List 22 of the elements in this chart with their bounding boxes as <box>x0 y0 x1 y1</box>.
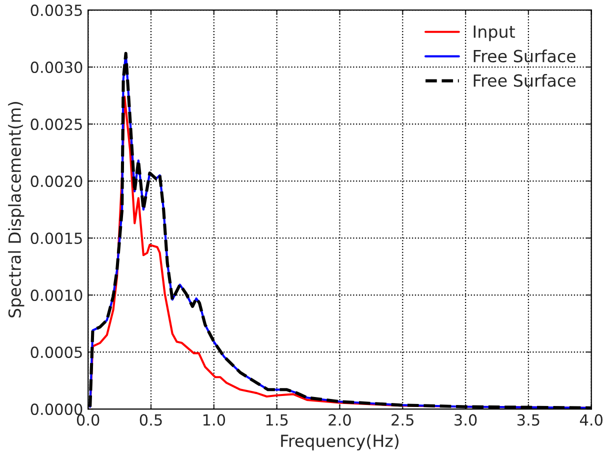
x-tick-label: 1.5 <box>266 414 288 426</box>
y-tick-label: 0.0015 <box>30 232 82 244</box>
x-axis-title: Frequency(Hz) <box>281 434 398 450</box>
x-tick-label: 2.5 <box>392 414 414 426</box>
x-tick-label: 0.5 <box>140 414 162 426</box>
x-tick-label: 0.0 <box>76 414 100 426</box>
legend-label: Free Surface <box>474 74 576 87</box>
x-tick-label: 3.5 <box>517 414 540 426</box>
x-tick-label: 3.0 <box>454 414 477 426</box>
y-tick-label: 0.0005 <box>30 346 82 358</box>
y-tick-label: 0.0010 <box>30 289 82 302</box>
x-tick-label: 1.0 <box>203 414 226 426</box>
y-tick-label: 0.0030 <box>30 61 82 74</box>
y-tick-label: 0.0025 <box>30 118 82 130</box>
legend-label: Free Surface <box>474 49 576 62</box>
y-tick-label: 0.0020 <box>30 175 82 188</box>
y-tick-label: 0.0035 <box>30 4 82 16</box>
x-tick-label: 4.0 <box>580 414 602 426</box>
y-tick-label: 0.0000 <box>30 403 82 416</box>
legend-label: Input <box>474 26 515 42</box>
y-axis-title: Spectral Displacement(m) <box>8 102 24 318</box>
x-tick-label: 2.0 <box>328 414 351 426</box>
